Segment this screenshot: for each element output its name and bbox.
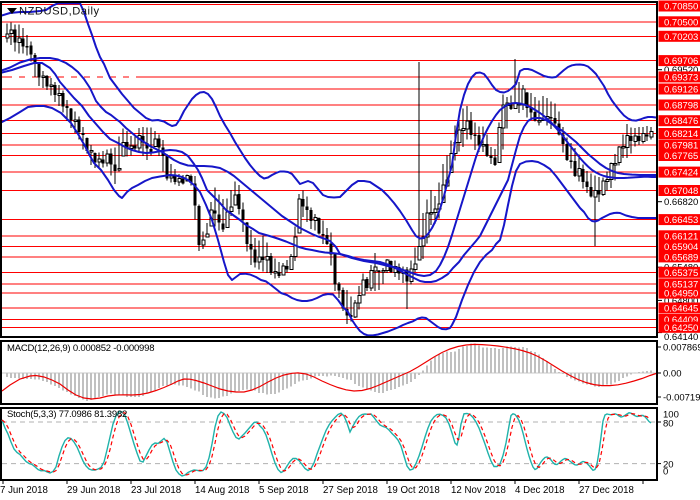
svg-text:0.67981: 0.67981 [664, 140, 698, 151]
svg-text:0.67765: 0.67765 [664, 151, 698, 162]
svg-text:0.70850: 0.70850 [664, 2, 698, 13]
svg-text:0.66820: 0.66820 [664, 197, 698, 208]
svg-text:0.68476: 0.68476 [664, 116, 698, 127]
svg-text:4 Dec 2018: 4 Dec 2018 [515, 485, 565, 496]
svg-text:7 Jun 2018: 7 Jun 2018 [0, 485, 48, 496]
svg-text:0.67048: 0.67048 [664, 186, 698, 197]
svg-text:0.68214: 0.68214 [664, 129, 698, 140]
svg-text:0.64250: 0.64250 [664, 323, 698, 334]
svg-text:100: 100 [663, 410, 679, 421]
svg-text:0.67424: 0.67424 [664, 168, 698, 179]
svg-text:19 Oct 2018: 19 Oct 2018 [387, 485, 440, 496]
svg-text:0.70500: 0.70500 [664, 17, 698, 28]
svg-text:0.65375: 0.65375 [664, 268, 698, 279]
svg-text:0: 0 [663, 467, 668, 478]
svg-text:0.69126: 0.69126 [664, 85, 698, 96]
svg-text:0.65689: 0.65689 [664, 252, 698, 263]
svg-text:0.70203: 0.70203 [664, 32, 698, 43]
svg-text:20: 20 [663, 460, 674, 471]
svg-text:14 Aug 2018: 14 Aug 2018 [195, 485, 249, 496]
svg-text:12 Nov 2018: 12 Nov 2018 [451, 485, 506, 496]
svg-text:0.64645: 0.64645 [664, 304, 698, 315]
svg-text:0.64409: 0.64409 [664, 315, 698, 326]
svg-text:0.66453: 0.66453 [664, 215, 698, 226]
svg-text:27 Sep 2018: 27 Sep 2018 [323, 485, 378, 496]
svg-text:0.69706: 0.69706 [664, 56, 698, 67]
svg-text:0.66121: 0.66121 [664, 231, 698, 242]
svg-text:Stoch(5,3,3) 77.0986 81.3982: Stoch(5,3,3) 77.0986 81.3982 [7, 409, 127, 420]
svg-text:27 Dec 2018: 27 Dec 2018 [579, 485, 634, 496]
svg-text:NZDUSD,Daily: NZDUSD,Daily [19, 6, 100, 18]
svg-text:80: 80 [663, 419, 674, 430]
svg-text:0.007869: 0.007869 [663, 343, 700, 354]
svg-text:-0.007199: -0.007199 [663, 393, 700, 404]
svg-text:0.68798: 0.68798 [664, 101, 698, 112]
svg-text:0.64950: 0.64950 [664, 289, 698, 300]
svg-text:0.00: 0.00 [663, 369, 682, 380]
svg-text:23 Jul 2018: 23 Jul 2018 [131, 485, 181, 496]
svg-text:29 Jun 2018: 29 Jun 2018 [67, 485, 120, 496]
svg-text:5 Sep 2018: 5 Sep 2018 [259, 485, 309, 496]
svg-text:0.64800: 0.64800 [664, 296, 698, 307]
svg-text:0.65904: 0.65904 [664, 242, 698, 253]
svg-text:0.64140: 0.64140 [664, 332, 698, 343]
svg-text:MACD(12,26,9) 0.000852 -0.0009: MACD(12,26,9) 0.000852 -0.000998 [7, 343, 154, 354]
svg-text:0.69373: 0.69373 [664, 72, 698, 83]
svg-text:0.69520: 0.69520 [664, 65, 698, 76]
svg-text:0.65137: 0.65137 [664, 279, 698, 290]
